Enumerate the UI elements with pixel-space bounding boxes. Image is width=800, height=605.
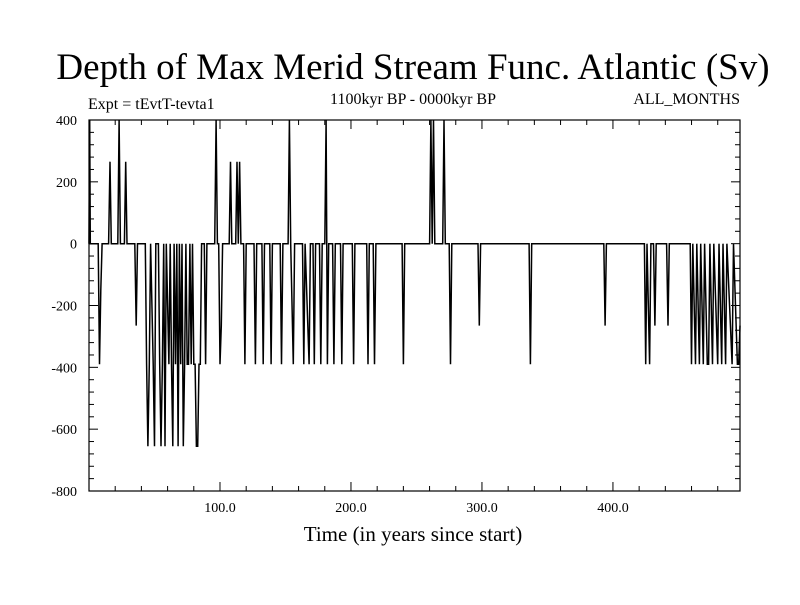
- axis-tick-labels: 100.0 200.0 300.0 400.0 400 200 0 -200 -400 -600 -…: [51, 114, 628, 516]
- series-line: [88, 119, 741, 447]
- y-tick-label: -200: [51, 300, 77, 315]
- y-tick-label: -400: [51, 361, 77, 376]
- time-range-label: 1100kyr BP - 0000kyr BP: [330, 91, 496, 108]
- x-tick-label: 300.0: [466, 501, 498, 516]
- axis-ticks: [89, 120, 740, 491]
- x-tick-label: 200.0: [335, 501, 367, 516]
- y-tick-label: 0: [70, 238, 77, 253]
- experiment-label: Expt = tEvtT-tevta1: [88, 96, 215, 113]
- x-axis-label: Time (in years since start): [304, 522, 523, 546]
- y-tick-label: -800: [51, 485, 77, 500]
- months-label: ALL_MONTHS: [633, 91, 740, 108]
- y-tick-label: 400: [56, 114, 77, 129]
- series-layer: [88, 119, 741, 447]
- x-tick-label: 400.0: [597, 501, 629, 516]
- chart-title: Depth of Max Merid Stream Func. Atlantic…: [56, 47, 769, 88]
- y-tick-label: 200: [56, 176, 77, 191]
- y-tick-label: -600: [51, 423, 77, 438]
- plot-frame: [88, 119, 741, 492]
- x-tick-label: 100.0: [204, 501, 236, 516]
